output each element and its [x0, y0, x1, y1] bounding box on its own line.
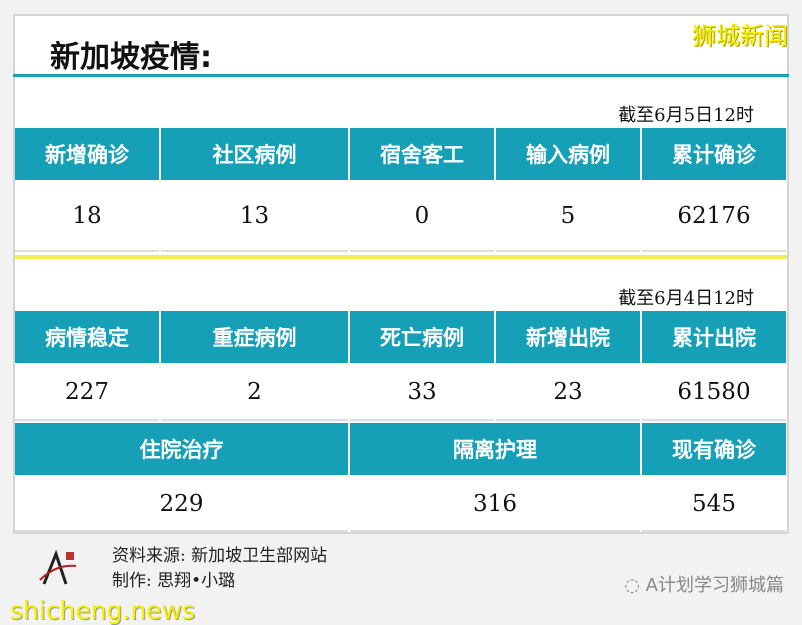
stat-value: 61580 — [642, 365, 786, 421]
watermark: shicheng.news — [10, 596, 196, 625]
column-header: 病情稳定 — [15, 311, 159, 363]
wechat-icon: ◌ — [624, 575, 646, 596]
stat-value: 316 — [350, 477, 640, 532]
column-header: 累计确诊 — [642, 128, 786, 180]
stat-value: 229 — [15, 477, 348, 532]
column-header: 隔离护理 — [350, 423, 640, 475]
stat-value: 545 — [642, 477, 786, 532]
column-header: 新增确诊 — [15, 128, 159, 180]
column-header: 新增出院 — [496, 311, 640, 363]
column-header: 宿舍客工 — [350, 128, 494, 180]
source-text: 资料来源: 新加坡卫生部网站 — [112, 546, 328, 566]
brand-label: 狮城新闻 — [692, 22, 788, 50]
column-header: 重症病例 — [161, 311, 348, 363]
page-title: 新加坡疫情: — [50, 40, 212, 75]
section-divider — [15, 255, 787, 259]
logo-icon — [39, 550, 77, 585]
title-divider — [13, 74, 789, 77]
wechat-account: ◌ A计划学习狮城篇 — [624, 575, 784, 597]
stat-value: 2 — [161, 365, 348, 421]
stat-value: 13 — [161, 182, 348, 252]
stat-value: 23 — [496, 365, 640, 421]
stat-value: 62176 — [642, 182, 786, 252]
wechat-name: A计划学习狮城篇 — [645, 575, 784, 596]
column-header: 社区病例 — [161, 128, 348, 180]
stat-value: 0 — [350, 182, 494, 252]
stat-value: 18 — [15, 182, 159, 252]
column-header: 输入病例 — [496, 128, 640, 180]
date-label-1: 截至6月5日12时 — [618, 105, 754, 126]
column-header: 死亡病例 — [350, 311, 494, 363]
date-label-2: 截至6月4日12时 — [618, 288, 754, 309]
column-header: 住院治疗 — [15, 423, 348, 475]
author-text: 制作: 思翔•小璐 — [112, 571, 236, 591]
stat-value: 33 — [350, 365, 494, 421]
column-header: 现有确诊 — [642, 423, 786, 475]
stat-value: 227 — [15, 365, 159, 421]
column-header: 累计出院 — [642, 311, 786, 363]
stat-value: 5 — [496, 182, 640, 252]
